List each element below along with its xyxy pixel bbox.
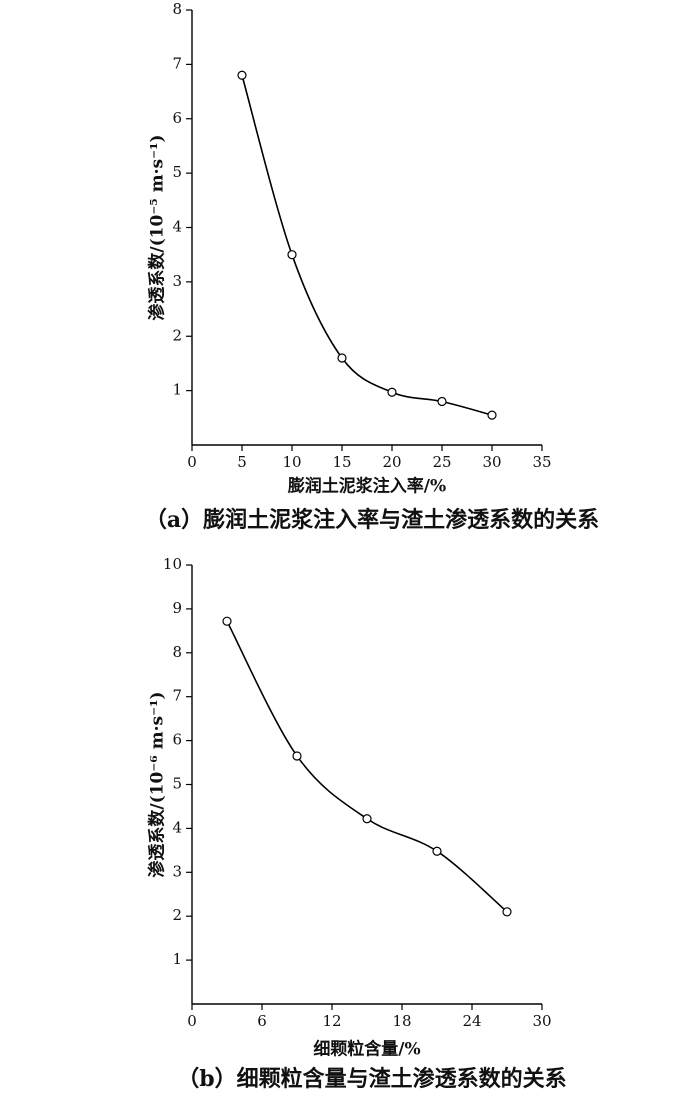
y-tick-label: 8 [172, 0, 182, 18]
y-tick-label: 9 [172, 599, 182, 617]
x-tick-label: 5 [237, 453, 247, 471]
point [222, 616, 232, 626]
x-axis-label: 膨润土泥浆注入率/% [288, 476, 446, 497]
point [287, 250, 297, 260]
y-tick-label: 1 [172, 381, 182, 399]
point [502, 907, 512, 917]
x-tick-label: 15 [332, 453, 351, 471]
point [237, 70, 247, 80]
point [387, 387, 397, 397]
x-tick-label: 25 [432, 453, 451, 471]
x-tick-label: 24 [462, 1012, 481, 1030]
point [487, 410, 497, 420]
series-line [226, 620, 508, 913]
x-tick-label: 18 [392, 1012, 411, 1030]
y-tick-label: 6 [172, 109, 182, 127]
caption: （b）细颗粒含量与渣土渗透系数的关系 [177, 1066, 566, 1092]
y-tick-label: 5 [172, 163, 182, 181]
y-tick-label: 5 [172, 775, 182, 793]
x-tick-label: 20 [382, 453, 401, 471]
x-tick-label: 35 [532, 453, 551, 471]
x-axis-label: 细颗粒含量/% [313, 1039, 420, 1060]
series-line [241, 75, 493, 416]
point [337, 353, 347, 363]
y-tick-label: 4 [172, 818, 182, 836]
y-tick-label: 3 [172, 272, 182, 290]
y-tick-label: 4 [172, 218, 182, 236]
x-tick-label: 0 [187, 453, 197, 471]
y-tick-label: 3 [172, 862, 182, 880]
x-tick-label: 6 [257, 1012, 267, 1030]
y-tick-label: 10 [163, 555, 182, 573]
y-axis-label: 渗透系数/(10⁻⁶ m·s⁻¹) [147, 691, 168, 877]
x-tick-label: 10 [282, 453, 301, 471]
y-tick-label: 2 [172, 906, 182, 924]
y-tick-label: 7 [172, 687, 182, 705]
x-tick-label: 12 [322, 1012, 341, 1030]
point [437, 396, 447, 407]
y-tick-label: 1 [172, 950, 182, 968]
x-tick-label: 30 [482, 453, 501, 471]
x-tick-label: 0 [187, 1012, 197, 1030]
x-tick-label: 30 [532, 1012, 551, 1030]
y-tick-label: 2 [172, 326, 182, 344]
y-tick-label: 7 [172, 54, 182, 72]
y-tick-label: 6 [172, 731, 182, 749]
y-tick-label: 8 [172, 643, 182, 661]
point [432, 846, 442, 856]
point [292, 751, 302, 761]
caption: （a）膨润土泥浆注入率与渣土渗透系数的关系 [145, 507, 599, 533]
y-axis-label: 渗透系数/(10⁻⁵ m·s⁻¹) [147, 134, 168, 320]
point [362, 814, 372, 824]
